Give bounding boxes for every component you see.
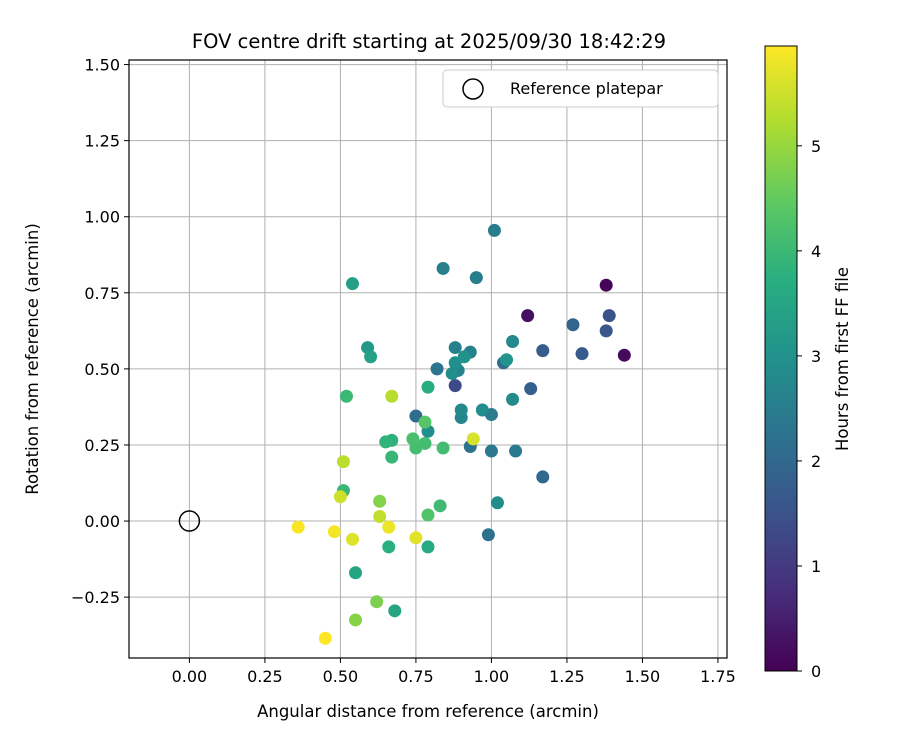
y-tick-label: 0.75 bbox=[84, 284, 120, 303]
data-point bbox=[506, 392, 520, 406]
plot-frame bbox=[128, 59, 728, 659]
data-point bbox=[599, 324, 613, 338]
data-point bbox=[466, 432, 480, 446]
data-point bbox=[382, 540, 396, 554]
data-point bbox=[430, 362, 444, 376]
data-point bbox=[291, 520, 305, 534]
data-point bbox=[617, 348, 631, 362]
data-point bbox=[575, 347, 589, 361]
data-point bbox=[421, 508, 435, 522]
data-points bbox=[291, 223, 631, 645]
y-tick-label: 1.50 bbox=[84, 56, 120, 75]
data-point bbox=[349, 566, 363, 580]
data-point bbox=[445, 366, 459, 380]
data-point bbox=[336, 455, 350, 469]
data-point bbox=[599, 278, 613, 292]
data-point bbox=[457, 350, 471, 364]
plot-area bbox=[129, 60, 727, 658]
data-point bbox=[433, 499, 447, 513]
colorbar-label: Hours from first FF file bbox=[833, 267, 852, 451]
data-point bbox=[406, 432, 420, 446]
y-tick-label: 0.25 bbox=[84, 436, 120, 455]
x-tick-label: 1.25 bbox=[549, 667, 585, 686]
data-point bbox=[448, 341, 462, 355]
y-tick-label: 0.50 bbox=[84, 360, 120, 379]
x-axis-ticks: 0.00 0.25 0.50 0.75 1.00 1.25 1.50 1.75 bbox=[172, 658, 736, 686]
data-point bbox=[418, 415, 432, 429]
data-point bbox=[436, 441, 450, 455]
data-point bbox=[469, 271, 483, 285]
chart-title: FOV centre drift starting at 2025/09/30 … bbox=[192, 30, 666, 53]
x-tick-label: 0.25 bbox=[247, 667, 283, 686]
legend-marker-icon bbox=[462, 78, 484, 100]
colorbar-tick-label: 2 bbox=[811, 452, 821, 471]
x-tick-label: 0.50 bbox=[323, 667, 359, 686]
data-point bbox=[481, 528, 495, 542]
data-point bbox=[602, 309, 616, 323]
data-point bbox=[373, 494, 387, 508]
data-point bbox=[349, 613, 363, 627]
data-point bbox=[475, 403, 489, 417]
y-tick-label: 0.00 bbox=[84, 512, 120, 531]
colorbar-tick-label: 4 bbox=[811, 242, 821, 261]
data-point bbox=[345, 532, 359, 546]
x-tick-label: 1.75 bbox=[700, 667, 736, 686]
data-point bbox=[409, 531, 423, 545]
data-point bbox=[521, 309, 535, 323]
legend-label: Reference platepar bbox=[510, 79, 663, 98]
data-point bbox=[385, 450, 399, 464]
data-point bbox=[566, 318, 580, 332]
y-axis-label: Rotation from reference (arcmin) bbox=[23, 223, 42, 495]
reference-platepar-marker bbox=[178, 510, 201, 532]
y-axis-ticks: −0.25 0.00 0.25 0.50 0.75 1.00 1.25 1.50 bbox=[71, 56, 129, 607]
data-point bbox=[327, 525, 341, 539]
data-point bbox=[379, 435, 393, 449]
data-point bbox=[364, 350, 378, 364]
data-point bbox=[421, 380, 435, 394]
data-point bbox=[484, 444, 498, 458]
data-point bbox=[318, 631, 332, 645]
data-point bbox=[490, 496, 504, 510]
data-point bbox=[506, 335, 520, 349]
data-point bbox=[509, 444, 523, 458]
data-point bbox=[373, 509, 387, 523]
colorbar-ticks: 0 1 2 3 4 5 bbox=[797, 137, 821, 681]
x-axis-label: Angular distance from reference (arcmin) bbox=[257, 702, 599, 721]
colorbar bbox=[764, 45, 798, 672]
data-point bbox=[436, 261, 450, 275]
data-point bbox=[454, 403, 468, 417]
legend-box bbox=[442, 69, 719, 108]
data-point bbox=[382, 520, 396, 534]
data-point bbox=[448, 379, 462, 393]
x-tick-label: 0.00 bbox=[172, 667, 208, 686]
y-tick-label: −0.25 bbox=[71, 588, 120, 607]
data-point bbox=[536, 344, 550, 358]
colorbar-tick-label: 1 bbox=[811, 557, 821, 576]
colorbar-tick-label: 3 bbox=[811, 347, 821, 366]
data-point bbox=[421, 540, 435, 554]
data-point bbox=[524, 382, 538, 396]
x-tick-label: 0.75 bbox=[398, 667, 434, 686]
x-tick-label: 1.00 bbox=[474, 667, 510, 686]
data-point bbox=[345, 277, 359, 291]
data-point bbox=[500, 353, 514, 367]
data-point bbox=[536, 470, 550, 484]
colorbar-tick-label: 5 bbox=[811, 137, 821, 156]
data-point bbox=[385, 389, 399, 403]
y-tick-label: 1.00 bbox=[84, 208, 120, 227]
data-point bbox=[370, 595, 384, 609]
data-point bbox=[339, 389, 353, 403]
legend: Reference platepar bbox=[442, 69, 719, 108]
grid bbox=[129, 60, 727, 658]
y-tick-label: 1.25 bbox=[84, 132, 120, 151]
colorbar-tick-label: 0 bbox=[811, 662, 821, 681]
data-point bbox=[487, 223, 501, 237]
x-tick-label: 1.50 bbox=[625, 667, 661, 686]
data-point bbox=[388, 604, 402, 618]
data-point bbox=[333, 490, 347, 504]
